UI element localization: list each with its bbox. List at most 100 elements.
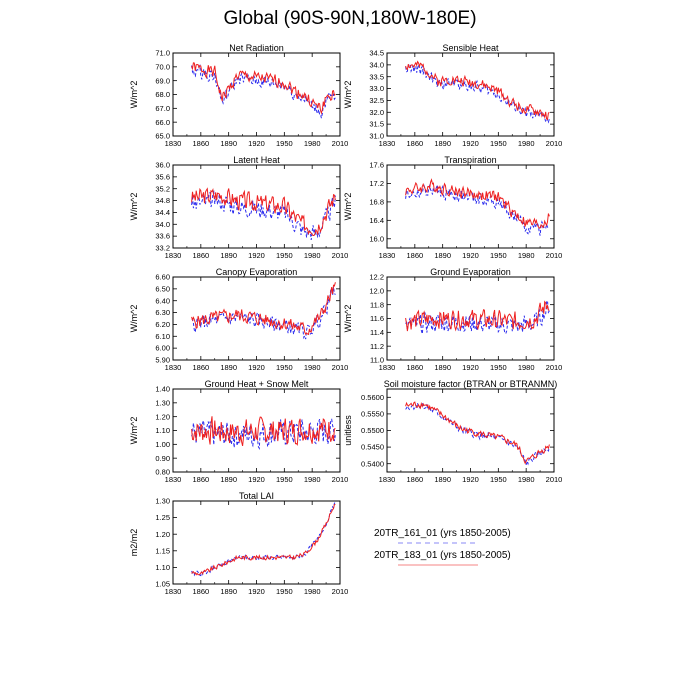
panel-title: Net Radiation	[229, 43, 284, 53]
y-tick-label: 1.30	[155, 398, 170, 407]
x-tick-label: 1860	[192, 363, 209, 372]
panel-title: Latent Heat	[233, 155, 280, 165]
plot-frame	[386, 164, 555, 249]
x-tick-label: 2010	[332, 251, 349, 260]
chart-panel: Latent Heat W/m^2 1830 1860 1890 1920 1950 1980…	[128, 153, 355, 271]
y-tick-label: 71.0	[155, 49, 170, 58]
x-tick-label: 1860	[192, 139, 209, 148]
series-line-dashed	[191, 501, 336, 577]
x-tick-label: 1920	[462, 475, 479, 484]
x-tick-label: 1830	[379, 363, 396, 372]
y-tick-label: 6.20	[155, 320, 170, 329]
x-tick-label: 1830	[379, 251, 396, 260]
series-line-solid	[405, 401, 550, 465]
y-tick-label: 34.8	[155, 196, 170, 205]
panel-svg: Latent Heat W/m^2 1830 1860 1890 1920 1950 1980…	[129, 155, 349, 260]
y-tick-label: 11.2	[370, 342, 384, 351]
y-tick-label: 67.0	[155, 104, 170, 113]
y-tick-label: 6.60	[155, 273, 170, 282]
page-title: Global (90S-90N,180W-180E)	[223, 8, 477, 29]
x-tick-label: 1830	[165, 251, 182, 260]
series-line-solid	[405, 178, 550, 229]
y-tick-label: 6.00	[155, 344, 170, 353]
series-line-solid	[191, 187, 336, 236]
x-tick-label: 1890	[220, 587, 237, 596]
legend: 20TR_161_01 (yrs 1850-2005) 20TR_183_01 …	[370, 528, 530, 572]
y-tick-label: 33.6	[155, 232, 170, 241]
x-tick-label: 1980	[518, 251, 535, 260]
chart-panel: Sensible Heat W/m^2 1830 1860 1890 1920 1950 19…	[342, 41, 569, 159]
legend-item-series-2: 20TR_183_01 (yrs 1850-2005)	[370, 550, 530, 572]
y-tick-label: 6.10	[155, 332, 170, 341]
chart-panel: Total LAI m2/m2 1830 1860 1890 1920 1950 1980 20…	[128, 489, 355, 607]
y-tick-label: 32.0	[369, 108, 384, 117]
x-tick-label: 1890	[220, 363, 237, 372]
y-axis-label: unitless	[343, 415, 353, 446]
y-tick-label: 34.0	[369, 60, 384, 69]
plot-frame	[172, 388, 341, 473]
x-tick-label: 1980	[304, 139, 321, 148]
panel-svg: Sensible Heat W/m^2 1830 1860 1890 1920 1950 19…	[343, 43, 563, 148]
series-line-solid	[191, 282, 336, 336]
x-tick-label: 1860	[192, 251, 209, 260]
y-tick-label: 66.0	[155, 118, 170, 127]
panel-svg: Soil moisture factor (BTRAN or BTRANMN) u…	[343, 379, 562, 484]
y-tick-label: 36.0	[155, 161, 170, 170]
y-tick-label: 1.30	[155, 497, 170, 506]
x-tick-label: 1950	[276, 363, 293, 372]
x-tick-label: 1890	[220, 475, 237, 484]
x-tick-label: 1920	[248, 475, 265, 484]
y-tick-label: 0.5600	[361, 393, 384, 402]
x-tick-label: 1860	[406, 251, 423, 260]
y-tick-label: 35.6	[155, 172, 170, 181]
y-tick-label: 35.2	[155, 184, 170, 193]
panel-title: Total LAI	[239, 491, 274, 501]
x-tick-label: 1950	[490, 363, 507, 372]
panel-svg: Total LAI m2/m2 1830 1860 1890 1920 1950 1980 20…	[129, 491, 349, 596]
panel-svg: Net Radiation W/m^2 1830 1860 1890 1920 1950 19…	[129, 43, 348, 148]
y-tick-label: 11.0	[370, 356, 384, 365]
x-tick-label: 1920	[248, 251, 265, 260]
panel-title: Soil moisture factor (BTRAN or BTRANMN)	[384, 379, 558, 389]
y-tick-label: 33.0	[369, 84, 384, 93]
y-tick-label: 11.6	[370, 314, 384, 323]
x-tick-label: 1950	[276, 139, 293, 148]
y-tick-label: 17.2	[369, 179, 384, 188]
x-tick-label: 1980	[518, 475, 535, 484]
x-tick-label: 2010	[546, 251, 563, 260]
plot-frame	[386, 52, 555, 137]
series-line-solid	[191, 503, 336, 576]
x-tick-label: 1950	[490, 475, 507, 484]
series-line-solid	[405, 300, 550, 332]
x-tick-label: 1920	[462, 251, 479, 260]
x-tick-label: 1890	[220, 139, 237, 148]
x-tick-label: 2010	[332, 587, 349, 596]
panel-title: Ground Heat + Snow Melt	[205, 379, 309, 389]
chart-panel: Canopy Evaporation W/m^2 1830 1860 1890 1920 1…	[128, 265, 355, 383]
panel-title: Canopy Evaporation	[216, 267, 298, 277]
x-tick-label: 1830	[165, 475, 182, 484]
y-tick-label: 1.15	[155, 546, 170, 555]
series-line-solid	[191, 416, 336, 447]
y-tick-label: 1.25	[155, 513, 170, 522]
y-tick-label: 34.5	[369, 49, 384, 58]
panel-svg: Ground Heat + Snow Melt W/m^2 1830 1860 1890…	[129, 379, 348, 484]
y-tick-label: 1.20	[155, 530, 170, 539]
x-tick-label: 2010	[546, 139, 563, 148]
legend-label-series-1: 20TR_161_01 (yrs 1850-2005)	[374, 528, 511, 539]
y-axis-label: W/m^2	[343, 81, 353, 109]
series-line-dashed	[191, 286, 336, 340]
y-tick-label: 16.0	[369, 234, 384, 243]
y-axis-label: W/m^2	[343, 193, 353, 221]
y-tick-label: 5.90	[155, 356, 170, 365]
panel-title: Transpiration	[444, 155, 496, 165]
x-tick-label: 1890	[220, 251, 237, 260]
x-tick-label: 1890	[434, 139, 451, 148]
y-axis-label: W/m^2	[343, 305, 353, 333]
y-tick-label: 0.5450	[361, 443, 384, 452]
y-tick-label: 16.4	[369, 216, 384, 225]
y-axis-label: m2/m2	[129, 529, 139, 557]
y-tick-label: 12.2	[369, 273, 384, 282]
series-line-solid	[191, 62, 336, 115]
y-tick-label: 33.5	[369, 72, 384, 81]
